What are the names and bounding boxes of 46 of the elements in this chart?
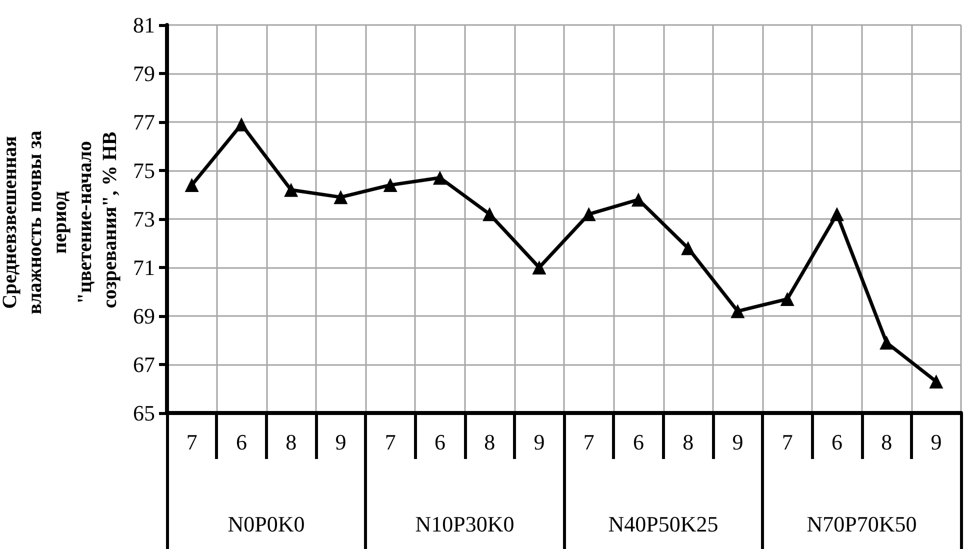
x-tick-label: 8 [484, 430, 496, 454]
point [234, 117, 248, 132]
y-tick-label: 79 [133, 61, 155, 86]
x-tick-label: 8 [682, 430, 694, 454]
y-tick-label: 65 [133, 400, 155, 426]
y-tick-label: 71 [133, 255, 155, 280]
text: N70P70K50 [806, 512, 917, 536]
point [334, 190, 348, 204]
text: N10P30K0 [415, 512, 514, 536]
x-tick-label: 7 [782, 430, 793, 454]
x-tick-label: 7 [384, 430, 396, 454]
x-tick-label: 7 [583, 430, 594, 454]
point [532, 260, 546, 274]
point [482, 207, 497, 222]
x-tick-label: 6 [632, 430, 644, 454]
y-tick-label: 69 [133, 304, 155, 328]
x-tick-label: 6 [236, 430, 247, 454]
point [582, 207, 596, 222]
x-tick-label: 7 [186, 430, 198, 454]
point [730, 304, 745, 318]
y-tick-label: 67 [133, 352, 155, 377]
x-tick-label: 6 [831, 430, 842, 454]
y-tick-label: 77 [133, 110, 155, 134]
x-tick-label: 9 [534, 430, 545, 454]
y-axis-title: Средневзвешенная влажность почвы за период "цветение-начало созревания", % НВ [0, 126, 121, 314]
point [681, 241, 696, 256]
point [780, 292, 794, 306]
point [284, 182, 298, 197]
x-tick-label: 9 [732, 430, 744, 454]
y-tick-label: 75 [133, 158, 155, 183]
text: N40P50K25 [608, 512, 718, 536]
point [184, 178, 199, 192]
x-tick-label: 6 [434, 430, 446, 454]
x-tick-label: 8 [286, 430, 297, 454]
x-tick-label: 9 [930, 430, 942, 454]
point [383, 178, 398, 192]
point [929, 374, 944, 388]
y-tick-label: 81 [133, 12, 155, 38]
y-tick-label: 73 [133, 206, 155, 232]
point [830, 207, 844, 222]
point [432, 170, 447, 185]
point [631, 192, 646, 207]
x-tick-label: 9 [335, 430, 346, 454]
text: N0P0K0 [228, 512, 305, 536]
point [880, 336, 894, 350]
x-tick-label: 8 [881, 430, 892, 454]
